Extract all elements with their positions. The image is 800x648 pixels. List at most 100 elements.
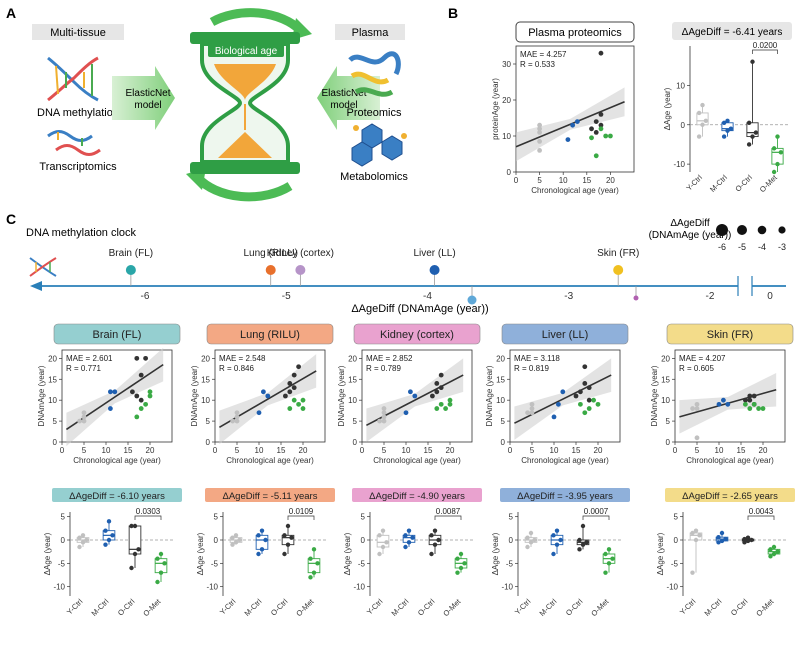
p-value: 0.0303 (136, 507, 161, 516)
panel-b-label: B (448, 5, 458, 21)
box-point (403, 533, 408, 538)
y-tick-label: 0 (674, 536, 679, 545)
y-axis-label: DNAmAge (year) (650, 365, 659, 426)
box-point (458, 565, 464, 571)
box-point (230, 542, 235, 547)
data-point (586, 397, 592, 403)
category-label: O-Ctrl (269, 597, 290, 618)
category-label: M-Ctrl (390, 597, 411, 618)
x-tick-label: 5 (695, 446, 700, 455)
box-point (103, 542, 108, 547)
box-point (311, 547, 317, 552)
y-tick-label: -5 (211, 559, 219, 568)
box-point (719, 530, 725, 536)
box-point (432, 528, 438, 533)
data-point (283, 393, 288, 399)
x-tick-label: 0 (514, 176, 519, 185)
proteomics-boxplot: -10 0 10 ΔAge (year) Y-Ctrl M-Ctrl O-Ctrl O-Met… (663, 41, 790, 194)
data-point (256, 410, 262, 416)
data-point (381, 410, 387, 416)
box-point (725, 128, 730, 133)
y-tick-label: 10 (48, 396, 57, 405)
mae-label: MAE = 2.548 (219, 354, 266, 363)
data-point (134, 393, 140, 399)
box-title: ΔAgeDiff = -3.95 years (517, 491, 613, 502)
mae-label: MAE = 4.257 (520, 50, 567, 59)
panel-c-label: C (6, 211, 16, 227)
y-tick-label: 20 (201, 354, 210, 363)
r-label: R = 0.771 (66, 364, 101, 373)
x-tick-label: 15 (124, 446, 133, 455)
y-axis-label: proteinAge (year) (491, 78, 500, 140)
x-axis-label: Chronological age (year) (521, 456, 609, 465)
box-point (721, 134, 727, 139)
box-point (551, 551, 556, 557)
box-point (528, 530, 534, 536)
x-tick-label: 15 (277, 446, 286, 455)
box-point (436, 537, 441, 543)
data-point (694, 435, 700, 441)
r-label: R = 0.533 (520, 60, 555, 69)
box-point (703, 118, 709, 124)
box-title: ΔAgeDiff = -6.10 years (69, 491, 165, 502)
box-title-box (665, 488, 795, 502)
tissue-marker (429, 265, 440, 275)
tissue-title: Kidney (cortex) (380, 329, 454, 341)
data-point (81, 410, 87, 416)
right-model-2: model (330, 100, 357, 111)
box-point (745, 535, 751, 540)
category-label: O-Met (589, 596, 611, 618)
box-point (750, 134, 755, 139)
data-point (556, 401, 561, 407)
tissue-axis-label: Liver (LL) (413, 248, 455, 259)
y-tick-label: 5 (666, 417, 671, 426)
box-point (584, 540, 589, 545)
box-point (697, 533, 702, 538)
data-point (438, 401, 444, 407)
dna-methylation-icon (47, 56, 99, 102)
data-point (598, 122, 604, 128)
data-point (747, 393, 753, 399)
data-point (408, 389, 413, 395)
y-tick-label: 20 (496, 354, 505, 363)
proteomics-scatter: 0 5 10 15 20 0 10 20 30 Chronological age (year) p… (491, 45, 635, 195)
r-label: R = 0.605 (679, 364, 714, 373)
data-point (112, 389, 118, 395)
box-point (721, 120, 727, 125)
y-tick-label: 0 (206, 438, 211, 447)
box-point (315, 561, 320, 566)
box-point (768, 554, 773, 559)
plasma-marker (467, 295, 477, 305)
box-point (580, 523, 586, 529)
box-point (77, 544, 82, 550)
data-point (574, 119, 580, 124)
box-point (696, 110, 702, 116)
y-tick-label: 0 (507, 168, 512, 177)
data-point (138, 406, 144, 411)
category-label: Y-Ctrl (678, 597, 698, 617)
box-title: ΔAgeDiff = -5.11 years (223, 491, 318, 502)
data-point (743, 401, 748, 407)
data-point (377, 418, 382, 424)
tissue-title: Brain (FL) (93, 329, 142, 341)
mae-label: MAE = 4.207 (679, 354, 726, 363)
data-point (138, 372, 144, 378)
category-label: O-Ctrl (729, 597, 750, 618)
mae-label: MAE = 2.601 (66, 354, 113, 363)
plasma-marker (633, 295, 639, 301)
data-point (234, 410, 240, 416)
y-tick-label: -5 (58, 559, 66, 568)
data-point (134, 355, 140, 361)
data-point (747, 406, 753, 411)
box-point (256, 551, 261, 557)
data-point (578, 401, 583, 407)
y-tick-label: 0 (361, 536, 366, 545)
axis-title: ΔAgeDiff (DNAmAge (year)) (351, 303, 488, 315)
data-point (586, 385, 592, 391)
box-point (155, 556, 160, 561)
box-point (162, 561, 167, 566)
axis-tick-label: -5 (282, 291, 291, 302)
left-model-2: model (134, 100, 161, 111)
mae-label: MAE = 2.852 (366, 354, 413, 363)
